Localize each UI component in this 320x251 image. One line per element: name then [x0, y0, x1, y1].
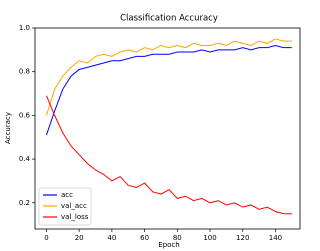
y-axis-label: Accuracy: [4, 112, 12, 144]
chart: Classification Accuracy Epoch Accuracy 0…: [4, 14, 301, 249]
legend-label: val_acc: [61, 202, 87, 210]
x-tick-label: 140: [269, 234, 282, 242]
y-tick-label: 0.8: [19, 68, 30, 76]
chart-title: Classification Accuracy: [120, 14, 218, 24]
plot-frame: [34, 27, 301, 230]
x-tick-label: 20: [75, 234, 84, 242]
x-tick-label: 100: [203, 234, 216, 242]
y-tick-label: 0.4: [19, 155, 31, 163]
y-tick-label: 0.6: [19, 111, 31, 119]
y-tick-label: 1.0: [19, 24, 30, 32]
x-tick-label: 60: [140, 234, 149, 242]
series-line: [45, 95, 292, 215]
x-tick-label: 40: [107, 234, 116, 242]
series-line: [45, 44, 292, 136]
x-tick-label: 120: [236, 234, 249, 242]
legend-label: acc: [61, 191, 73, 199]
x-tick-label: 80: [173, 234, 182, 242]
x-tick-label: 0: [44, 234, 48, 242]
series-line: [45, 38, 292, 116]
x-axis-label: Epoch: [158, 241, 179, 249]
y-tick-label: 0.2: [19, 199, 30, 207]
legend-label: val_loss: [61, 213, 89, 221]
legend-box: [38, 187, 92, 226]
